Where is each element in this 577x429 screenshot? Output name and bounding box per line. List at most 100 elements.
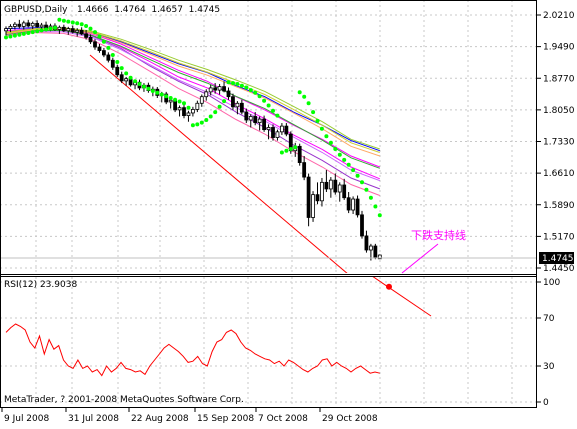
rsi-polyline [5, 323, 380, 377]
sar-dot [101, 39, 106, 44]
sar-dot [128, 75, 133, 80]
candle [195, 100, 200, 113]
candle [231, 93, 235, 110]
chart-frame [0, 0, 537, 408]
sar-dot [110, 53, 115, 57]
candle [297, 143, 302, 166]
candle [222, 81, 226, 93]
support-trendline[interactable] [89, 54, 390, 310]
sar-dot [17, 32, 22, 37]
sar-dot [106, 45, 111, 50]
rsi-marker-dot[interactable] [386, 283, 392, 290]
sar-dot [217, 104, 222, 109]
candle [97, 43, 102, 53]
rsi-label: RSI(12) 23.9038 [4, 280, 77, 290]
candle [186, 110, 191, 122]
rsi-trendline-segment[interactable] [371, 276, 432, 317]
sar-dot [57, 17, 62, 22]
price-tick-label: 1.9490 [543, 43, 575, 53]
sar-dot [302, 94, 307, 99]
sar-dot [342, 157, 347, 162]
sar-dot [351, 168, 356, 173]
candle [315, 182, 320, 205]
sar-dot [288, 147, 293, 151]
sar-dot [70, 20, 75, 25]
rsi-tick-label: 30 [543, 362, 555, 372]
annotation-pointer [401, 243, 439, 274]
sar-dot [150, 89, 155, 93]
sar-dot [257, 94, 262, 99]
candle [239, 99, 244, 115]
rsi-trendline[interactable] [371, 276, 432, 317]
time-tick-label: 7 Oct 2008 [258, 414, 308, 424]
sar-dot [8, 34, 13, 39]
sar-dot [164, 94, 169, 99]
sar-dot [177, 99, 182, 104]
candle [373, 243, 378, 260]
candle [199, 94, 204, 107]
parabolic-sar-dots [4, 17, 382, 218]
candle [311, 191, 315, 222]
time-tick-label: 15 Sep 2008 [197, 414, 254, 424]
candle [279, 123, 284, 135]
sar-dot [66, 19, 71, 24]
sar-dot [124, 71, 129, 76]
price-tick-label: 1.8770 [543, 74, 575, 84]
candle [364, 230, 369, 253]
sar-dot [48, 26, 53, 31]
sar-dot [266, 103, 271, 108]
watermark: MetaTrader, ? 2001-2008 MetaQuotes Softw… [4, 395, 244, 405]
sar-dot [204, 118, 209, 122]
price-tick-label: 1.6610 [543, 169, 575, 179]
candle [190, 106, 195, 117]
candle [328, 177, 333, 198]
candle [235, 101, 240, 115]
candle [355, 195, 360, 218]
sar-dot [190, 123, 195, 128]
sar-dot [319, 126, 324, 131]
sar-dot [248, 88, 253, 93]
sar-dot [93, 30, 97, 35]
candle [333, 173, 338, 195]
support-trendline-segment[interactable] [89, 54, 390, 310]
rsi-axis: 100 70 30 0 [537, 278, 560, 408]
sar-dot [88, 26, 93, 31]
candle [182, 105, 186, 119]
candle [21, 20, 26, 30]
time-tick-label: 29 Oct 2008 [322, 414, 378, 424]
time-tick-label: 9 Jul 2008 [4, 414, 49, 424]
candle [306, 173, 311, 227]
sar-dot [195, 122, 200, 127]
rsi-tick-label: 100 [543, 278, 560, 288]
sar-dot [26, 31, 31, 35]
sar-dot [168, 96, 173, 100]
sar-dot [30, 30, 35, 35]
sar-dot [199, 120, 204, 125]
price-axis: 2.0210 1.9490 1.8770 1.8050 1.7330 1.6610 1.58… [537, 11, 575, 274]
sar-dot [253, 90, 258, 95]
candle [284, 123, 289, 137]
sar-dot [115, 60, 120, 64]
candle [275, 129, 280, 141]
sar-dot [324, 134, 329, 139]
candle [337, 182, 342, 202]
sar-dot [226, 80, 231, 85]
candle [177, 105, 182, 117]
sar-dot [21, 31, 26, 36]
candle [88, 34, 93, 44]
candle [124, 76, 129, 86]
candle [110, 57, 115, 70]
candle [342, 178, 347, 200]
sar-dot [182, 101, 186, 106]
candle [26, 19, 31, 28]
candle [75, 28, 80, 37]
candle [79, 27, 84, 36]
rsi-tick-label: 70 [543, 314, 555, 324]
sar-dot [137, 82, 142, 86]
sar-dot [368, 195, 373, 200]
sar-dot [346, 162, 351, 167]
sar-dot [328, 140, 333, 145]
sar-dot [231, 81, 235, 86]
candle [302, 155, 307, 181]
candle [4, 26, 8, 36]
